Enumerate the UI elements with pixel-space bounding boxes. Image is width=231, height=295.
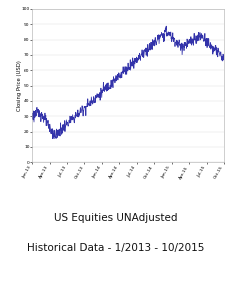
Text: US Equities UNAdjusted: US Equities UNAdjusted — [54, 213, 177, 223]
Text: Historical Data - 1/2013 - 10/2015: Historical Data - 1/2013 - 10/2015 — [27, 243, 204, 253]
Y-axis label: Closing Price (USD): Closing Price (USD) — [17, 60, 22, 111]
